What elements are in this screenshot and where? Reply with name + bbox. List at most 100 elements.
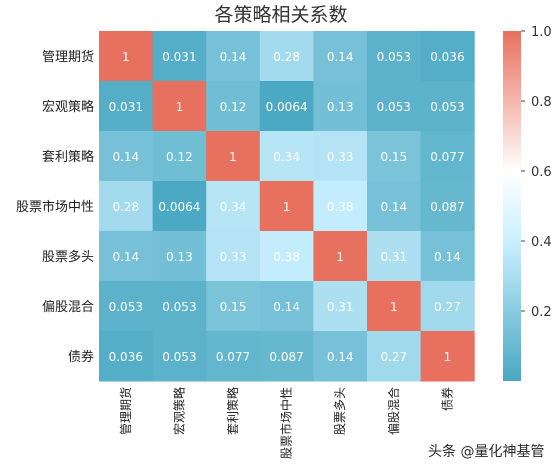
heatmap-cell: [313, 231, 368, 282]
heatmap-cell: [152, 331, 207, 382]
cell-value-label: 0.14: [380, 200, 407, 214]
heatmap-cell: [99, 81, 154, 132]
cell-value-label: 0.036: [109, 350, 143, 364]
cell-value-label: 0.33: [220, 250, 247, 264]
y-tick-label: 套利策略: [42, 149, 94, 165]
chart-title: 各策略相关系数: [214, 4, 347, 26]
heatmap-cell: [259, 181, 314, 232]
cell-value-label: 0.12: [220, 100, 247, 114]
heatmap-cell: [313, 31, 368, 82]
heatmap-cell-labels: 1 0.031 0.14 0.28 0.14 0.053 0.036 0.031 1 0.12 0.…: [109, 50, 465, 364]
heatmap-cell: [152, 181, 207, 232]
heatmap-cell: [420, 131, 475, 182]
cell-value-label: 0.13: [166, 250, 193, 264]
colorbar-tick-label: 1.0: [531, 25, 552, 40]
cell-value-label: 0.053: [377, 50, 411, 64]
x-tick-label: 套利策略: [225, 387, 240, 435]
cell-value-label: 0.28: [273, 50, 300, 64]
heatmap-cell: [259, 131, 314, 182]
heatmap-cell: [259, 31, 314, 82]
cell-value-label: 0.14: [112, 250, 139, 264]
cell-value-label: 0.087: [269, 350, 303, 364]
heatmap-cell: [420, 181, 475, 232]
heatmap-cells: [99, 31, 475, 382]
watermark: 头条 @量化神基管: [428, 444, 545, 460]
cell-value-label: 1: [283, 200, 291, 214]
heatmap-cell: [99, 131, 154, 182]
x-tick-label: 宏观策略: [171, 387, 186, 435]
colorbar-tick-label: 0.6: [531, 165, 552, 180]
cell-value-label: 1: [444, 350, 452, 364]
heatmap-cell: [259, 81, 314, 132]
x-tick-label: 股票市场中性: [279, 387, 294, 459]
heatmap-cell: [420, 81, 475, 132]
x-tick-label: 股票多头: [333, 387, 347, 435]
x-tick-label: 偏股混合: [386, 387, 401, 435]
cell-value-label: 0.077: [216, 350, 250, 364]
cell-value-label: 0.14: [434, 250, 461, 264]
cell-value-label: 0.14: [220, 50, 247, 64]
heatmap-cell: [206, 331, 261, 382]
cell-value-label: 0.14: [273, 300, 300, 314]
colorbar-tick-label: 0.2: [531, 305, 552, 320]
heatmap-cell: [367, 281, 422, 332]
heatmap-cell: [420, 281, 475, 332]
y-tick-label: 股票市场中性: [16, 199, 94, 215]
heatmap-cell: [152, 281, 207, 332]
heatmap-cell: [259, 231, 314, 282]
cell-value-label: 0.0064: [266, 100, 308, 114]
y-tick-label: 股票多头: [42, 249, 94, 265]
y-tick-label: 偏股混合: [42, 300, 94, 315]
x-axis-labels: 管理期货 宏观策略 套利策略 股票市场中性 股票多头 偏股混合 债券: [118, 387, 455, 459]
x-tick-label: 管理期货: [118, 387, 133, 435]
heatmap-cell: [259, 281, 314, 332]
heatmap-cell: [99, 181, 154, 232]
cell-value-label: 0.14: [327, 350, 354, 364]
cell-value-label: 0.34: [273, 150, 300, 164]
cell-value-label: 0.036: [430, 50, 464, 64]
heatmap-cell: [206, 281, 261, 332]
heatmap-cell: [152, 131, 207, 182]
heatmap-cell: [367, 131, 422, 182]
heatmap-cell: [152, 31, 207, 82]
cell-value-label: 0.15: [380, 150, 407, 164]
heatmap-cell: [206, 181, 261, 232]
cell-value-label: 0.38: [327, 200, 354, 214]
cell-value-label: 1: [336, 250, 344, 264]
heatmap-cell: [99, 231, 154, 282]
cell-value-label: 0.087: [430, 200, 464, 214]
heatmap-cell: [367, 331, 422, 382]
cell-value-label: 0.053: [162, 350, 196, 364]
cell-value-label: 0.053: [377, 100, 411, 114]
heatmap-cell: [367, 181, 422, 232]
heatmap-cell: [367, 31, 422, 82]
cell-value-label: 0.077: [430, 150, 464, 164]
cell-value-label: 0.053: [430, 100, 464, 114]
y-tick-label: 宏观策略: [42, 99, 94, 115]
cell-value-label: 0.0064: [158, 200, 200, 214]
cell-value-label: 1: [390, 300, 398, 314]
heatmap-cell: [367, 81, 422, 132]
heatmap-cell: [420, 331, 475, 382]
heatmap-cell: [206, 81, 261, 132]
cell-value-label: 0.38: [273, 250, 300, 264]
colorbar: [503, 31, 521, 381]
heatmap-cell: [420, 31, 475, 82]
colorbar-ticks: 0.2 0.4 0.6 0.8 1.0: [521, 25, 552, 320]
cell-value-label: 0.28: [112, 200, 139, 214]
heatmap-cell: [152, 231, 207, 282]
heatmap-cell: [313, 131, 368, 182]
heatmap-cell: [152, 81, 207, 132]
heatmap-cell: [99, 331, 154, 382]
y-tick-label: 债券: [68, 349, 94, 365]
heatmap-cell: [206, 31, 261, 82]
cell-value-label: 0.14: [112, 150, 139, 164]
heatmap-cell: [313, 281, 368, 332]
heatmap-cell: [259, 331, 314, 382]
heatmap-cell: [313, 181, 368, 232]
cell-value-label: 1: [229, 150, 237, 164]
cell-value-label: 1: [176, 100, 184, 114]
cell-value-label: 0.13: [327, 100, 354, 114]
